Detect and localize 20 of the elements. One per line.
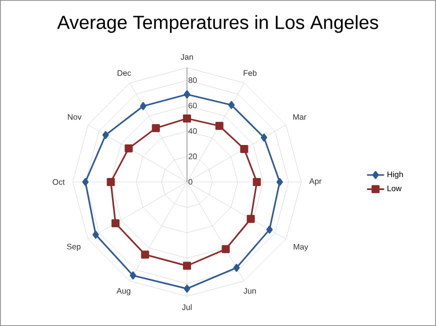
spoke-label: Jun xyxy=(244,288,256,294)
legend-label: High xyxy=(388,171,403,179)
spoke-label: Sep xyxy=(67,244,81,252)
spoke-label: May xyxy=(294,244,308,252)
spoke-label: Oct xyxy=(52,179,65,185)
y-tick-label: 40 xyxy=(188,128,197,134)
y-tick-label: 0 xyxy=(188,178,192,185)
chart-title: Average Temperatures in Los Angeles xyxy=(57,15,378,33)
spoke-label: Nov xyxy=(68,114,82,120)
spoke-label: Apr xyxy=(309,178,322,186)
y-tick-label: 60 xyxy=(188,102,197,108)
spoke-label: Feb xyxy=(244,70,257,76)
spoke-label: Jul xyxy=(182,304,192,310)
spoke-label: Mar xyxy=(293,114,306,120)
spoke-label: Jan xyxy=(180,54,193,60)
spoke-label: Aug xyxy=(116,288,130,296)
spoke-label: Dec xyxy=(118,70,132,76)
y-tick-label: 20 xyxy=(188,154,197,160)
legend-label: Low xyxy=(388,186,402,192)
y-tick-label: 80 xyxy=(188,77,197,84)
